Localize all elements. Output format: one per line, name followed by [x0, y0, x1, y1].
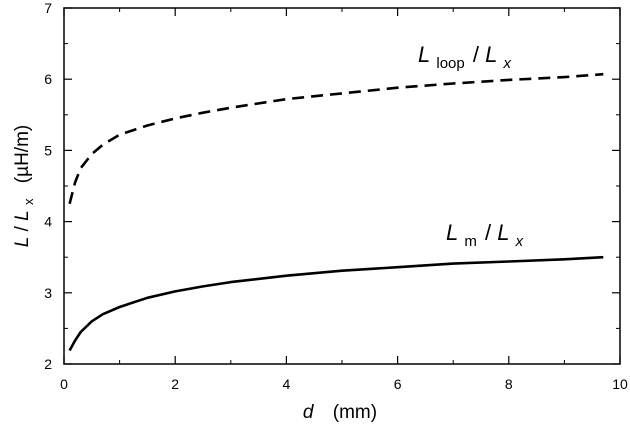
x-tick-label: 6: [394, 376, 402, 392]
y-axis-ticks: 2 3 4 5 6 7: [44, 0, 620, 372]
y-tick-label: 5: [44, 142, 52, 158]
y-tick-label: 3: [44, 285, 52, 301]
x-tick-label: 2: [171, 376, 179, 392]
series-label-m: L m / L x: [446, 220, 524, 251]
y-tick-label: 4: [44, 214, 52, 230]
series-line-m: [68, 255, 604, 352]
x-axis-ticks: 0 2 4 6 8 10: [60, 8, 628, 392]
plot-frame: [63, 7, 621, 365]
y-axis-label: L / L x (µH/m): [12, 125, 38, 248]
y-tick-label: 2: [44, 356, 52, 372]
y-tick-label: 6: [44, 71, 52, 87]
x-tick-label: 0: [60, 376, 68, 392]
series-label-loop: L loop / L x: [418, 42, 511, 73]
y-tick-label: 7: [44, 0, 52, 16]
x-axis-label: d (mm): [303, 402, 377, 423]
series-line-loop: [68, 72, 604, 205]
series-layer: [68, 72, 604, 352]
x-tick-label: 10: [612, 376, 628, 392]
x-tick-label: 4: [283, 376, 291, 392]
x-tick-label: 8: [505, 376, 513, 392]
